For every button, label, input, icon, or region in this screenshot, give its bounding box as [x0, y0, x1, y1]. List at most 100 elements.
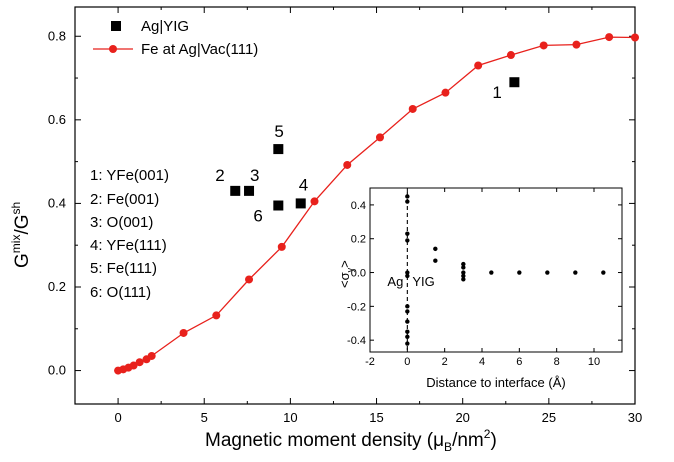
- fe-data-point: [408, 104, 417, 113]
- ag-yig-point-label: 2: [215, 166, 224, 185]
- fe-data-point: [135, 358, 144, 367]
- fe-data-point: [631, 33, 639, 42]
- x-tick-label: 15: [369, 410, 383, 425]
- inset-data-point: [461, 273, 466, 279]
- inset-chart: -2 0 2 4 6 8 10 0.4 0.2 0.0 -0.2 -0.4 Ag YIG Distan…: [337, 187, 623, 390]
- x-axis-title-sup-2: 2: [484, 427, 491, 441]
- inset-data-point: [405, 199, 410, 204]
- ag-yig-point-label: 6: [253, 207, 262, 226]
- fe-data-point: [343, 160, 352, 169]
- inset-data-point: [405, 309, 410, 314]
- inset-x-tick-label: 0: [404, 356, 410, 368]
- inset-y-axis-title-close: >: [337, 260, 352, 268]
- fe-data-point: [129, 361, 138, 370]
- inset-frame: [369, 187, 623, 353]
- x-tick-label: 20: [455, 410, 469, 425]
- ag-yig-data-point: [295, 198, 306, 209]
- annotation-4: 4: YFe(111): [90, 237, 167, 254]
- annotation-1: 1: YFe(001): [90, 167, 169, 184]
- inset-x-tick-label: 2: [442, 356, 448, 368]
- annotation-5: 5: Fe(111): [90, 260, 157, 277]
- legend: Ag|YIG Fe at Ag|Vac(111): [93, 18, 258, 58]
- inset-data-point: [461, 265, 466, 270]
- legend-marker-ag-yig: [111, 21, 121, 31]
- ag-yig-data-point: [273, 200, 284, 211]
- inset-y-axis-title-open: <σ: [337, 272, 352, 288]
- inset-data-point: [405, 194, 410, 199]
- x-tick-label: 30: [628, 410, 642, 425]
- y-tick-label: 0.8: [48, 28, 66, 43]
- inset-x-axis-title: Distance to interface (Å): [426, 375, 565, 390]
- y-axis-title-slash: /G: [12, 214, 33, 234]
- annotation-6: 6: O(111): [90, 284, 151, 301]
- x-tick-label: 0: [114, 410, 121, 425]
- inset-data-point: [517, 270, 522, 275]
- inset-data-point: [405, 270, 410, 275]
- inset-data-point: [461, 270, 466, 275]
- inset-data-point: [433, 258, 438, 263]
- inset-data-point: [405, 341, 410, 346]
- y-tick-label: 0.4: [48, 195, 66, 210]
- inset-x-tick-label: 6: [516, 356, 522, 368]
- ag-yig-data-point: [509, 77, 520, 88]
- fe-data-point: [572, 40, 581, 49]
- inset-x-tick-label: -2: [365, 356, 375, 368]
- annotation-list: 1: YFe(001) 2: Fe(001) 3: O(001) 4: YFe(…: [90, 167, 169, 301]
- inset-data-point: [601, 270, 606, 275]
- y-tick-label: 0.2: [48, 279, 66, 294]
- inset-data-point: [405, 304, 410, 309]
- inset-axis-ticks: [369, 188, 622, 352]
- inset-y-axis-title: <σy>: [337, 260, 355, 288]
- ag-yig-data-point: [230, 185, 241, 196]
- main-plot-frame: [74, 6, 636, 405]
- inset-data-point: [433, 246, 438, 252]
- fe-data-point: [147, 351, 156, 360]
- inset-x-tick-label: 10: [588, 356, 600, 368]
- ag-yig-point-label: 1: [492, 83, 501, 102]
- x-axis-title-sub-b: B: [444, 440, 452, 454]
- x-axis-title-close: ): [490, 430, 496, 451]
- y-tick-label: 0.0: [48, 363, 66, 378]
- inset-y-tick-label: 0.4: [351, 200, 366, 212]
- ag-yig-data-point: [273, 144, 284, 155]
- inset-y-tick-label: 0.2: [351, 234, 366, 246]
- fe-data-point: [474, 61, 483, 70]
- legend-label-fe: Fe at Ag|Vac(111): [141, 41, 258, 58]
- fe-data-point: [506, 51, 515, 60]
- legend-marker-fe: [109, 45, 117, 53]
- x-tick-label: 10: [283, 410, 297, 425]
- inset-data-point: [405, 238, 410, 243]
- fe-data-point: [179, 328, 188, 337]
- annotation-3: 3: O(001): [90, 214, 153, 231]
- ag-yig-point-label: 4: [299, 175, 308, 194]
- inset-region-label-yig: YIG: [412, 274, 434, 289]
- x-tick-label: 25: [542, 410, 556, 425]
- main-tick-labels: 0 5 10 15 20 25 300.00.20.40.60.8: [48, 28, 642, 425]
- inset-region-label-ag: Ag: [387, 274, 403, 289]
- ag-yig-point-label: 5: [274, 122, 283, 141]
- inset-points: [405, 194, 606, 346]
- inset-data-point: [405, 231, 410, 236]
- fe-data-point: [245, 275, 254, 284]
- inset-data-point: [545, 270, 550, 275]
- fe-data-point: [310, 197, 319, 206]
- y-axis-title-sup-mix: mix: [9, 235, 23, 254]
- series-points-ag-yig: 1 2 3 4 5 6: [215, 77, 520, 226]
- inset-data-point: [405, 273, 410, 279]
- inset-x-tick-label: 4: [479, 356, 485, 368]
- inset-data-point: [405, 319, 410, 324]
- inset-data-point: [573, 270, 578, 275]
- x-axis-title-unit: /nm: [452, 430, 484, 451]
- annotation-2: 2: Fe(001): [90, 191, 159, 208]
- x-axis-title-main: Magnetic moment density (: [205, 430, 434, 451]
- fe-data-point: [539, 41, 548, 50]
- inset-data-point: [461, 261, 466, 267]
- ag-yig-data-point: [244, 185, 255, 196]
- inset-data-point: [405, 334, 410, 339]
- x-axis-title-mu: μ: [433, 430, 444, 451]
- fe-data-point: [605, 33, 614, 42]
- y-axis-title: Gmix/Gsh: [9, 202, 33, 268]
- inset-y-tick-label: -0.2: [347, 301, 366, 313]
- inset-y-tick-label: 0.0: [351, 268, 366, 280]
